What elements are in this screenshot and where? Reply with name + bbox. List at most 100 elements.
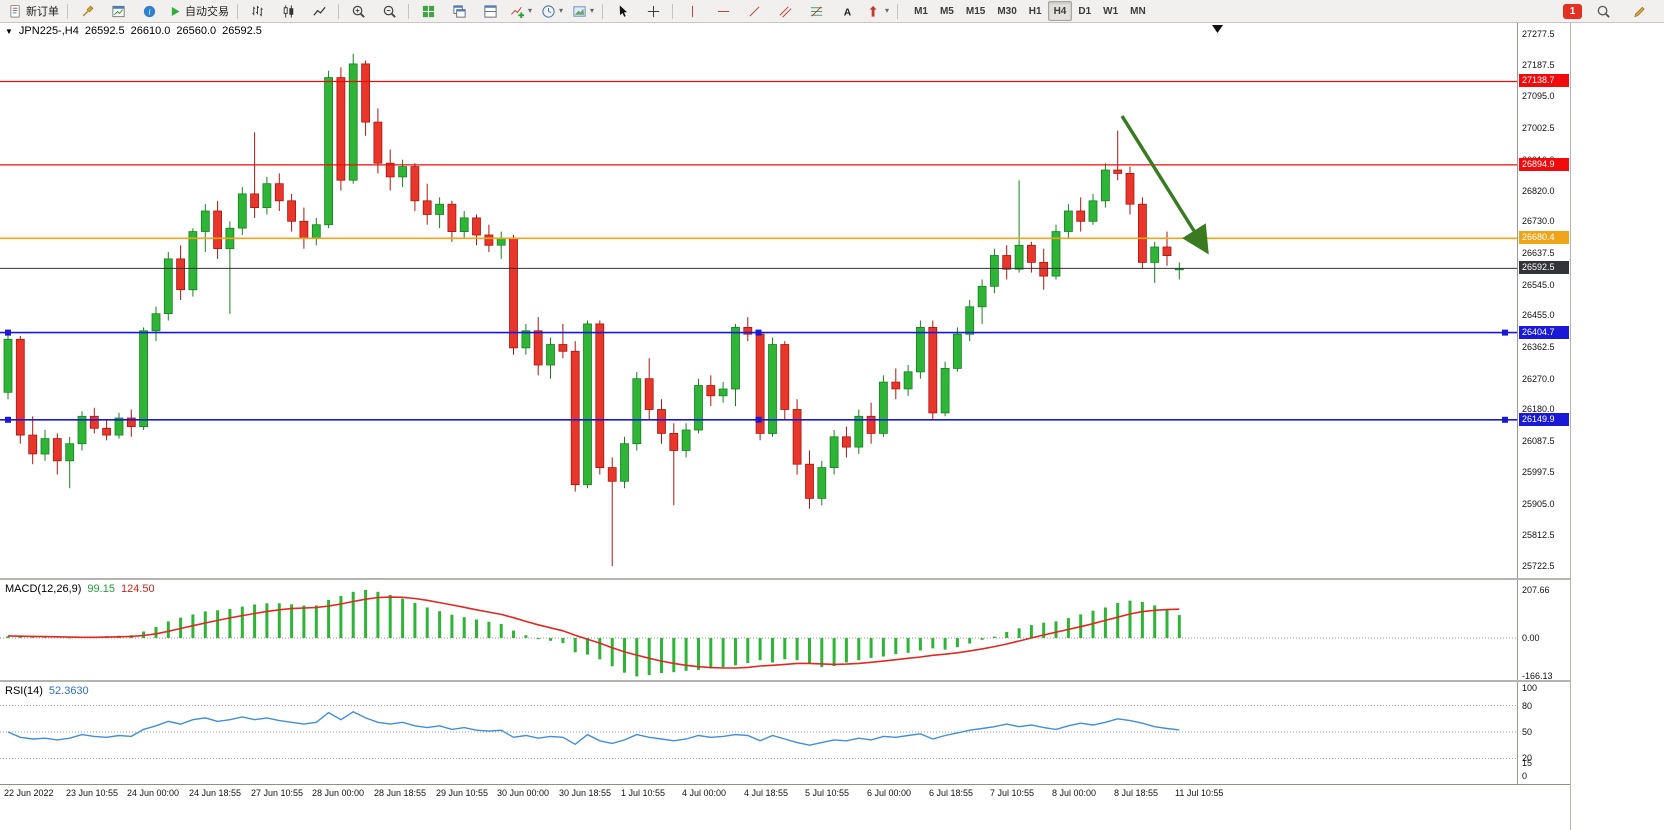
chart-window: 27277.527187.527095.027002.526910.026820… (0, 22, 1571, 830)
chart-window-button[interactable] (103, 0, 133, 22)
time-axis-label: 23 Jun 10:55 (66, 788, 119, 798)
timeframe-M30[interactable]: M30 (997, 5, 1017, 17)
indicators-button[interactable]: ▾ (506, 0, 536, 22)
symbol-dropdown-icon[interactable]: ▼ (5, 26, 13, 36)
text-tool[interactable]: A (832, 0, 862, 22)
chart-low: 26560.0 (176, 25, 217, 37)
trendline-tool[interactable] (739, 0, 769, 22)
fibonacci-tool[interactable] (801, 0, 831, 22)
price-axis-label: 26730.0 (1522, 216, 1555, 226)
panel-separator[interactable] (0, 578, 1570, 580)
vertical-line-icon (691, 5, 693, 17)
rsi-canvas[interactable] (0, 682, 1517, 784)
chart-info: ▼ JPN225-,H4 26592.5 26610.0 26560.0 265… (5, 25, 262, 37)
rsi-line (7, 710, 1180, 746)
line-handle[interactable] (755, 416, 762, 423)
bar-chart-button[interactable] (242, 0, 272, 22)
templates-button[interactable]: ▾ (568, 0, 598, 22)
macd-axis[interactable]: 207.66 0.00 -166.13 (1517, 580, 1570, 680)
timeframe-H1[interactable]: H1 (1028, 5, 1042, 17)
price-axis-label: 27277.5 (1522, 29, 1555, 39)
trend-arrow[interactable] (1120, 115, 1209, 255)
zoom-out-button[interactable] (374, 0, 404, 22)
timeframe-M15[interactable]: M15 (965, 5, 986, 17)
timeframe-W1[interactable]: W1 (1103, 5, 1119, 17)
panel-separator (0, 784, 1570, 785)
candles (3, 53, 1184, 567)
rsi-pane[interactable]: 100 80 50 20 15 0 RSI(14) 52.3630 (0, 682, 1570, 784)
new-order-button[interactable]: 新订单 (4, 0, 63, 22)
tile-horizontal-button[interactable] (475, 0, 505, 22)
edit-button[interactable] (1624, 0, 1654, 22)
macd-main-value: 99.15 (87, 583, 115, 595)
periods-button[interactable]: ▾ (537, 0, 567, 22)
macd-signal-value: 124.50 (120, 583, 155, 595)
panel-separator[interactable] (0, 680, 1570, 682)
crosshair-button[interactable] (638, 0, 668, 22)
channel-icon (779, 5, 792, 17)
metaeditor-button[interactable] (72, 0, 102, 22)
terminal-button[interactable]: i (134, 0, 164, 22)
tile-windows-button[interactable] (413, 0, 443, 22)
search-button[interactable] (1588, 0, 1618, 22)
time-axis-label: 28 Jun 00:00 (312, 788, 365, 798)
time-axis-label: 28 Jun 18:55 (374, 788, 427, 798)
text-icon: A (843, 7, 851, 18)
line-handle[interactable] (5, 416, 11, 423)
zoom-in-button[interactable] (343, 0, 373, 22)
rsi-levels (0, 705, 1517, 759)
timeframe-MN[interactable]: MN (1130, 5, 1146, 17)
price-tag-26680.4: 26680.4 (1519, 231, 1569, 244)
price-axis[interactable]: 27277.527187.527095.027002.526910.026820… (1517, 22, 1570, 578)
price-tag-26894.9: 26894.9 (1519, 158, 1569, 171)
timeframe-M1[interactable]: M1 (914, 5, 928, 17)
arrows-tool[interactable]: ▾ (863, 0, 893, 22)
chart-open: 26592.5 (84, 25, 125, 37)
rsi-axis[interactable]: 100 80 50 20 15 0 (1517, 682, 1570, 784)
price-axis-label: 27187.5 (1522, 60, 1555, 70)
time-axis-label: 22 Jun 2022 (4, 788, 54, 798)
rsi-axis-label: 15 (1522, 758, 1533, 768)
macd-name: MACD(12,26,9) (5, 583, 82, 595)
line-chart-button[interactable] (304, 0, 334, 22)
line-handle[interactable] (1502, 416, 1508, 423)
main-toolbar: 新订单 i (0, 0, 1664, 23)
autotrading-button[interactable]: 自动交易 (165, 0, 233, 22)
notification-badge[interactable]: 1 (1563, 3, 1582, 19)
new-order-icon (10, 4, 20, 18)
time-axis-label: 7 Jul 10:55 (990, 788, 1035, 798)
cursor-button[interactable] (607, 0, 637, 22)
time-axis-label: 24 Jun 00:00 (127, 788, 180, 798)
line-chart-icon (312, 6, 326, 16)
candlestick-chart-button[interactable] (273, 0, 303, 22)
chevron-down-icon: ▾ (528, 6, 533, 15)
toolbar-separator (237, 3, 238, 19)
macd-pane[interactable]: 207.66 0.00 -166.13 MACD(12,26,9) 99.15 12… (0, 580, 1570, 680)
time-axis-label: 5 Jul 10:55 (805, 788, 850, 798)
price-axis-label: 25722.5 (1522, 561, 1555, 571)
price-tag-27138.7: 27138.7 (1519, 74, 1569, 87)
rsi-axis-label: 0 (1522, 771, 1528, 781)
rsi-label: RSI(14) 52.3630 (5, 685, 89, 697)
time-axis[interactable]: 22 Jun 2022 23 Jun 10:55 24 Jun 00:00 24 Ju… (0, 785, 1570, 830)
channel-tool[interactable] (770, 0, 800, 22)
toolbar-separator (338, 3, 339, 19)
template-icon (573, 5, 586, 17)
macd-canvas[interactable] (0, 580, 1517, 680)
chart-shift-marker[interactable] (1212, 25, 1223, 33)
horizontal-line-tool[interactable] (708, 0, 738, 22)
timeframe-H4[interactable]: H4 (1047, 1, 1073, 21)
price-chart-canvas[interactable] (0, 22, 1517, 578)
chart-symbol-period: JPN225-,H4 (18, 25, 79, 37)
price-axis-label: 26087.5 (1522, 436, 1555, 446)
timeframe-M5[interactable]: M5 (939, 5, 954, 17)
rsi-value: 52.3630 (48, 685, 89, 697)
line-handle[interactable] (5, 329, 11, 336)
cascade-windows-button[interactable] (444, 0, 474, 22)
timeframe-D1[interactable]: D1 (1078, 5, 1092, 17)
line-handle[interactable] (1502, 329, 1508, 336)
price-pane[interactable]: 27277.527187.527095.027002.526910.026820… (0, 22, 1570, 578)
vertical-line-tool[interactable] (677, 0, 707, 22)
line-handle[interactable] (755, 329, 762, 336)
